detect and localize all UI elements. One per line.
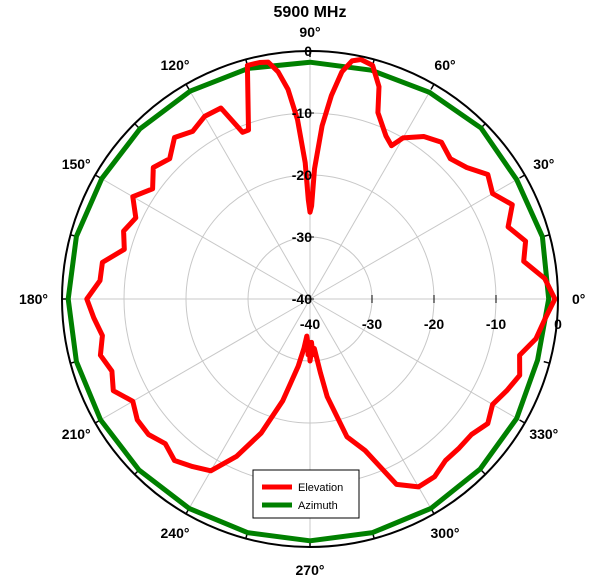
radial-tick-label: -10 <box>292 105 312 121</box>
outer-tick-mark <box>519 174 526 179</box>
angle-label: 270° <box>296 562 325 578</box>
legend-label: Elevation <box>298 482 343 494</box>
radial-tick-label: -20 <box>424 316 444 332</box>
chart-title: 5900 MHz <box>274 4 347 21</box>
radial-tick-label: -40 <box>292 291 312 307</box>
grid-spoke <box>185 83 311 300</box>
grid-spoke <box>185 298 311 515</box>
angle-label: 90° <box>299 24 320 40</box>
outer-ring <box>61 50 559 548</box>
angle-label: 330° <box>529 426 558 442</box>
grid-spoke <box>309 298 435 515</box>
outer-tick-mark <box>519 419 526 424</box>
legend-box <box>252 469 360 519</box>
angle-label: 30° <box>533 156 554 172</box>
radial-labels: -40 -40 -30 -30 -20 -20 -10 -10 0 0 <box>292 43 562 332</box>
outer-tick-mark <box>543 360 550 364</box>
legend-label: Azimuth <box>298 500 338 512</box>
angle-label: 180° <box>19 291 48 307</box>
outer-tick-mark <box>185 83 190 90</box>
radial-tick-label: -20 <box>292 167 312 183</box>
radial-tick-label: 0 <box>304 43 312 59</box>
radial-tick-label: -30 <box>292 229 312 245</box>
angle-label: 300° <box>431 525 460 541</box>
angle-label: 60° <box>434 57 455 73</box>
outer-tick-mark <box>430 83 435 90</box>
series-line-elevation <box>84 57 558 490</box>
grid-spoke <box>94 174 311 300</box>
grid-spoke <box>309 174 526 300</box>
radial-tick-label: -10 <box>486 316 506 332</box>
grid-spoke <box>309 83 435 300</box>
radial-tick-label: -40 <box>300 316 320 332</box>
angle-label: 0° <box>572 291 585 307</box>
angle-label: 150° <box>62 156 91 172</box>
series-line-azimuth <box>65 59 552 544</box>
angle-label: 240° <box>161 525 190 541</box>
angle-label: 210° <box>62 426 91 442</box>
grid-spoke <box>309 298 526 424</box>
series-group <box>65 57 558 544</box>
legend: Elevation Azimuth <box>252 469 360 519</box>
angle-labels: 0° 30° 60° 90° 120° 150° 180° 210° 240° 270° 300° 3… <box>19 24 585 578</box>
radial-tick-label: 0 <box>554 316 562 332</box>
angle-label: 120° <box>161 57 190 73</box>
radial-tick-label: -30 <box>362 316 382 332</box>
